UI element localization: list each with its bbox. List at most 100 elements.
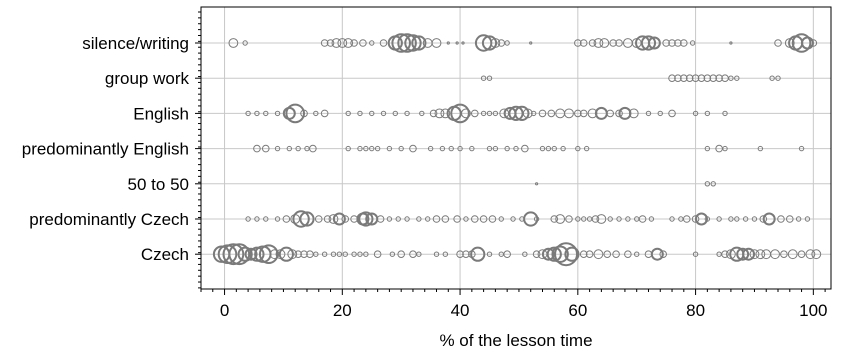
bubble-point — [309, 144, 317, 153]
bubble-point — [470, 215, 479, 223]
bubble-point — [645, 110, 652, 117]
bubble-point — [470, 246, 486, 262]
bubble-point — [391, 33, 411, 53]
bubble-point — [245, 216, 251, 222]
bubble-point — [320, 109, 329, 118]
bubble-point — [777, 215, 785, 223]
bubble-point — [469, 145, 475, 152]
bubble-point — [295, 145, 301, 152]
bubble-point — [804, 216, 811, 222]
bubble-point — [486, 145, 493, 152]
bubble-point — [350, 39, 358, 47]
bubble-point — [769, 75, 775, 81]
bubble-point — [481, 35, 498, 51]
bubble-point — [486, 110, 493, 117]
bubble-point — [682, 215, 691, 223]
bubble-point — [369, 40, 375, 46]
axis-ticks — [195, 11, 826, 295]
bubble-point — [704, 181, 711, 187]
bubble-point — [461, 108, 471, 119]
bubble-point — [345, 110, 351, 117]
bubble-point — [599, 38, 610, 48]
bubble-point — [498, 216, 504, 222]
bubble-point — [787, 249, 798, 260]
x-tick-label: 0 — [220, 301, 229, 320]
bubble-point — [357, 251, 363, 257]
bubble-point — [722, 145, 728, 152]
bubble-point — [729, 41, 733, 45]
bubble-point — [607, 216, 613, 222]
bubble-point — [490, 38, 501, 48]
bubble-point — [261, 144, 270, 153]
bubble-point — [374, 145, 381, 152]
bubble-point — [674, 74, 682, 82]
bubble-point — [551, 245, 569, 263]
bubble-point — [523, 211, 539, 227]
bubble-point — [254, 110, 260, 117]
bubble-point — [424, 216, 431, 222]
bubble-point — [320, 39, 329, 47]
bubble-point — [274, 110, 281, 117]
bubble-point — [704, 216, 711, 222]
bubble-point — [510, 216, 516, 222]
bubble-point — [770, 249, 780, 260]
bubble-point — [593, 38, 604, 48]
bubble-point — [439, 145, 446, 152]
bubble-point — [555, 214, 566, 224]
bubble-point — [579, 109, 588, 118]
bubble-point — [647, 36, 661, 50]
bubble-point — [668, 109, 676, 118]
bubble-point — [704, 110, 711, 117]
bubble-point — [300, 250, 308, 258]
bubble-point — [486, 251, 493, 257]
bubble-point — [522, 251, 528, 257]
bubble-point — [704, 145, 711, 152]
bubble-point — [228, 243, 251, 266]
bubble-point — [357, 110, 363, 117]
bubble-point — [640, 35, 657, 51]
bubble-point — [587, 108, 598, 119]
x-tick-label: 40 — [451, 301, 470, 320]
bubble-point — [442, 251, 449, 257]
bubble-point — [547, 109, 556, 118]
bubble-point — [579, 39, 588, 47]
bubble-point — [680, 39, 688, 47]
bubble-point — [392, 110, 398, 117]
bubble-point — [715, 74, 723, 82]
bubble-point — [522, 108, 533, 119]
bubble-point — [751, 216, 758, 222]
x-axis-title: % of the lesson time — [439, 331, 592, 350]
bubble-point — [722, 110, 728, 117]
bubble-point — [331, 38, 342, 48]
bubble-point — [389, 251, 396, 257]
bubble-point — [456, 250, 464, 258]
bubble-point — [755, 249, 766, 260]
bubble-point — [242, 40, 248, 46]
x-tick-label: 20 — [333, 301, 352, 320]
bubble-point — [535, 182, 539, 186]
bubble-point — [606, 109, 615, 118]
bubble-point — [404, 110, 410, 117]
bubble-point — [624, 250, 632, 258]
bubble-point — [462, 250, 470, 258]
bubble-point — [809, 39, 818, 47]
bubble-point — [409, 144, 417, 153]
bubble-point — [341, 215, 350, 223]
bubble-point — [480, 110, 487, 117]
data-points — [212, 33, 822, 267]
bubble-point — [615, 39, 623, 47]
bubble-point — [650, 247, 664, 261]
bubble-point — [358, 211, 374, 227]
bubble-point — [668, 39, 676, 47]
bubble-point — [427, 145, 434, 152]
bubble-point — [616, 216, 622, 222]
bubble-point — [357, 145, 363, 152]
bubble-point — [689, 40, 696, 46]
bubble-point — [455, 41, 459, 45]
bubble-point — [583, 145, 590, 152]
bubble-point — [419, 110, 425, 117]
bubble-point — [668, 74, 676, 82]
bubble-point — [575, 145, 581, 152]
bubble-point — [669, 216, 675, 222]
bubble-point — [554, 242, 579, 267]
